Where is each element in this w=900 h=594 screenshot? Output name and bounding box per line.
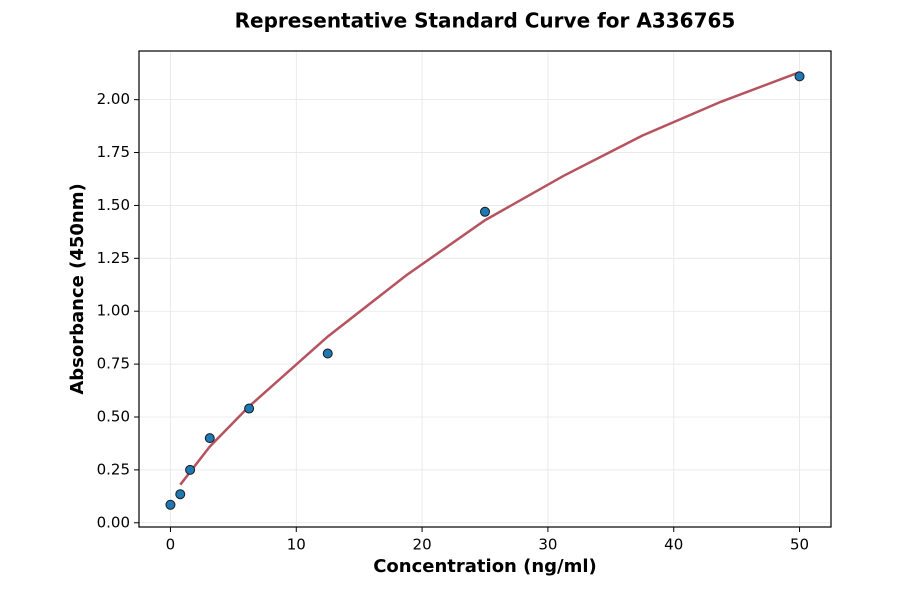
data-point xyxy=(204,433,215,444)
x-tick-label: 40 xyxy=(664,536,683,554)
x-tick-label: 20 xyxy=(413,536,432,554)
y-tick-label: 0.25 xyxy=(97,460,130,478)
data-point xyxy=(185,464,196,475)
y-tick-label: 1.50 xyxy=(97,196,130,214)
x-tick-label: 10 xyxy=(287,536,306,554)
y-tick-label: 0.75 xyxy=(97,355,130,373)
y-tick-label: 1.00 xyxy=(97,302,130,320)
y-tick-label: 1.75 xyxy=(97,143,130,161)
data-point xyxy=(480,206,490,217)
data-point xyxy=(244,403,255,414)
y-tick-label: 2.00 xyxy=(97,90,130,108)
data-point xyxy=(165,499,176,510)
data-point xyxy=(322,348,333,359)
y-axis-label: Absorbance (450nm) xyxy=(67,183,88,394)
data-point xyxy=(175,489,186,500)
y-tick-label: 0.00 xyxy=(97,513,130,531)
plot-frame xyxy=(138,50,832,528)
x-tick-label: 0 xyxy=(166,536,176,554)
y-tick-label: 0.50 xyxy=(97,407,130,425)
data-point xyxy=(794,71,805,82)
fit-curve xyxy=(179,70,800,486)
x-axis-label: Concentration (ng/ml) xyxy=(373,556,597,577)
chart-title: Representative Standard Curve for A33676… xyxy=(235,9,736,33)
x-tick-label: 30 xyxy=(538,536,557,554)
y-tick-label: 1.25 xyxy=(97,249,130,267)
x-tick-label: 50 xyxy=(790,536,809,554)
